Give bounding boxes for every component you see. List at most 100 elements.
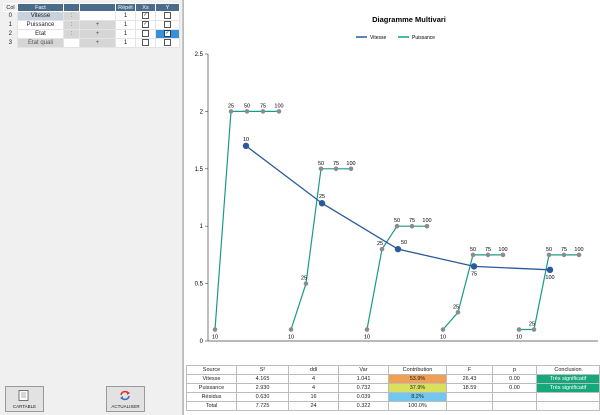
- conclusion-cell: Très significatif: [536, 383, 600, 393]
- xs-checkbox-cell[interactable]: ✓: [135, 20, 156, 30]
- factor-repetition[interactable]: 1: [115, 29, 136, 39]
- anova-row: Total 7.725 24 0.322 100.0%: [186, 401, 600, 411]
- factor-option-a[interactable]: :: [63, 20, 80, 30]
- s2-cell: 0.630: [236, 392, 289, 402]
- s2-cell: 4.165: [236, 374, 289, 384]
- factor-option-b[interactable]: [79, 11, 116, 21]
- vitesse-series: 10 25 50 75 100: [242, 137, 555, 281]
- puissance-point: [485, 252, 491, 258]
- factor-option-a[interactable]: :: [63, 29, 80, 39]
- puissance-point-label: 10: [212, 335, 218, 341]
- header-p: p: [492, 365, 537, 375]
- puissance-point-label: 75: [333, 161, 339, 167]
- factor-option-a[interactable]: :: [63, 11, 80, 21]
- y-checkbox-2[interactable]: ✓: [164, 30, 171, 38]
- actualiser-button[interactable]: ACTUALISER: [106, 386, 145, 412]
- xs-checkbox-0[interactable]: ✓: [142, 12, 149, 20]
- y-checkbox-3[interactable]: [164, 39, 171, 47]
- legend-puissance: Puissance: [412, 35, 435, 41]
- legend-vitesse: Vitesse: [370, 35, 387, 41]
- factor-table-header: Col Fact Répét Xs Y: [3, 3, 180, 12]
- puissance-point-label: 25: [377, 241, 383, 247]
- cartable-button[interactable]: CARTABLE: [5, 386, 44, 412]
- ddl-cell: 4: [288, 383, 339, 393]
- vitesse-point: [242, 142, 250, 150]
- header-var: Var: [338, 365, 389, 375]
- factor-repetition[interactable]: 1: [115, 20, 136, 30]
- y-checkbox-cell[interactable]: [155, 11, 180, 21]
- puissance-point: [364, 327, 370, 332]
- row-index: 0: [3, 11, 18, 21]
- puissance-point: [333, 166, 339, 172]
- factor-option-b[interactable]: +: [79, 29, 116, 39]
- xs-checkbox-1[interactable]: ✓: [142, 21, 149, 29]
- factor-name[interactable]: Etat quali: [17, 38, 64, 48]
- factor-option-b[interactable]: +: [79, 38, 116, 48]
- var-cell: 0.322: [338, 401, 389, 411]
- factor-panel: Col Fact Répét Xs Y 0 Vitesse : 1 ✓ 1: [0, 0, 183, 415]
- row-index: 3: [3, 38, 18, 48]
- puissance-point: [561, 252, 567, 258]
- source-cell: Total: [186, 401, 237, 411]
- header-contribution: Contribution: [388, 365, 447, 375]
- xs-checkbox-cell[interactable]: [135, 29, 156, 39]
- s2-cell: 7.725: [236, 401, 289, 411]
- vitesse-point: [318, 200, 326, 207]
- vitesse-point: [546, 266, 554, 274]
- factor-name[interactable]: Vitesse: [17, 11, 64, 21]
- y-checkbox-cell[interactable]: [155, 20, 180, 30]
- puissance-point-label: 50: [470, 247, 476, 253]
- puissance-line: [290, 168, 351, 330]
- puissance-point-label: 10: [440, 335, 446, 341]
- y-tick-label: 1: [200, 224, 204, 230]
- factor-option-a[interactable]: [63, 38, 80, 48]
- factor-repetition[interactable]: 1: [115, 38, 136, 48]
- p-cell: [492, 401, 537, 411]
- puissance-point-label: 75: [260, 103, 266, 109]
- chart-title: Diagramme Multivari: [372, 15, 446, 24]
- vitesse-point: [470, 263, 478, 270]
- puissance-point-label: 75: [409, 218, 415, 224]
- y-checkbox-0[interactable]: [164, 12, 171, 20]
- var-cell: 0.039: [338, 392, 389, 402]
- puissance-point-label: 100: [274, 103, 283, 109]
- xs-checkbox-2[interactable]: [142, 30, 149, 38]
- header-f: F: [446, 365, 493, 375]
- contribution-cell: 37.9%: [388, 383, 447, 393]
- chart-legend: Vitesse Puissance: [356, 35, 435, 41]
- puissance-point-label: 100: [574, 247, 583, 253]
- factor-name[interactable]: Etat: [17, 29, 64, 39]
- y-checkbox-1[interactable]: [164, 21, 171, 29]
- row-index: 1: [3, 20, 18, 30]
- cartable-icon: [18, 390, 29, 401]
- f-cell: 26.43: [446, 374, 493, 384]
- factor-option-b[interactable]: +: [79, 20, 116, 30]
- multivari-chart: Diagramme Multivari Vitesse Puissance 00…: [195, 15, 598, 345]
- xs-checkbox-cell[interactable]: ✓: [135, 11, 156, 21]
- factor-repetition[interactable]: 1: [115, 11, 136, 21]
- xs-checkbox-3[interactable]: [142, 39, 149, 47]
- puissance-point-label: 10: [516, 335, 522, 341]
- xs-header: Xs: [135, 3, 156, 12]
- contribution-cell: 53.9%: [388, 374, 447, 384]
- puissance-point-label: 75: [561, 247, 567, 253]
- vitesse-point-label: 75: [471, 271, 477, 277]
- puissance-series: 10 25 50 75 100 10 25 50 75 100 10 25 50 75 100 10 25 50 7…: [212, 103, 584, 340]
- header-ddl: ddl: [288, 365, 339, 375]
- puissance-point: [276, 109, 282, 114]
- puissance-point-label: 100: [498, 247, 507, 253]
- conclusion-cell: [536, 392, 600, 402]
- factor-name[interactable]: Puissance: [17, 20, 64, 30]
- y-checkbox-cell[interactable]: ✓: [155, 29, 180, 39]
- repet-header: Répét: [115, 3, 136, 12]
- y-checkbox-cell[interactable]: [155, 38, 180, 48]
- puissance-point: [288, 327, 294, 332]
- vitesse-point-label: 100: [545, 275, 554, 281]
- factor-table: Col Fact Répét Xs Y 0 Vitesse : 1 ✓ 1: [3, 3, 180, 48]
- puissance-point-label: 50: [546, 247, 552, 253]
- xs-checkbox-cell[interactable]: [135, 38, 156, 48]
- puissance-point: [470, 252, 476, 258]
- puissance-line: [519, 254, 579, 331]
- vitesse-point-label: 50: [401, 240, 407, 246]
